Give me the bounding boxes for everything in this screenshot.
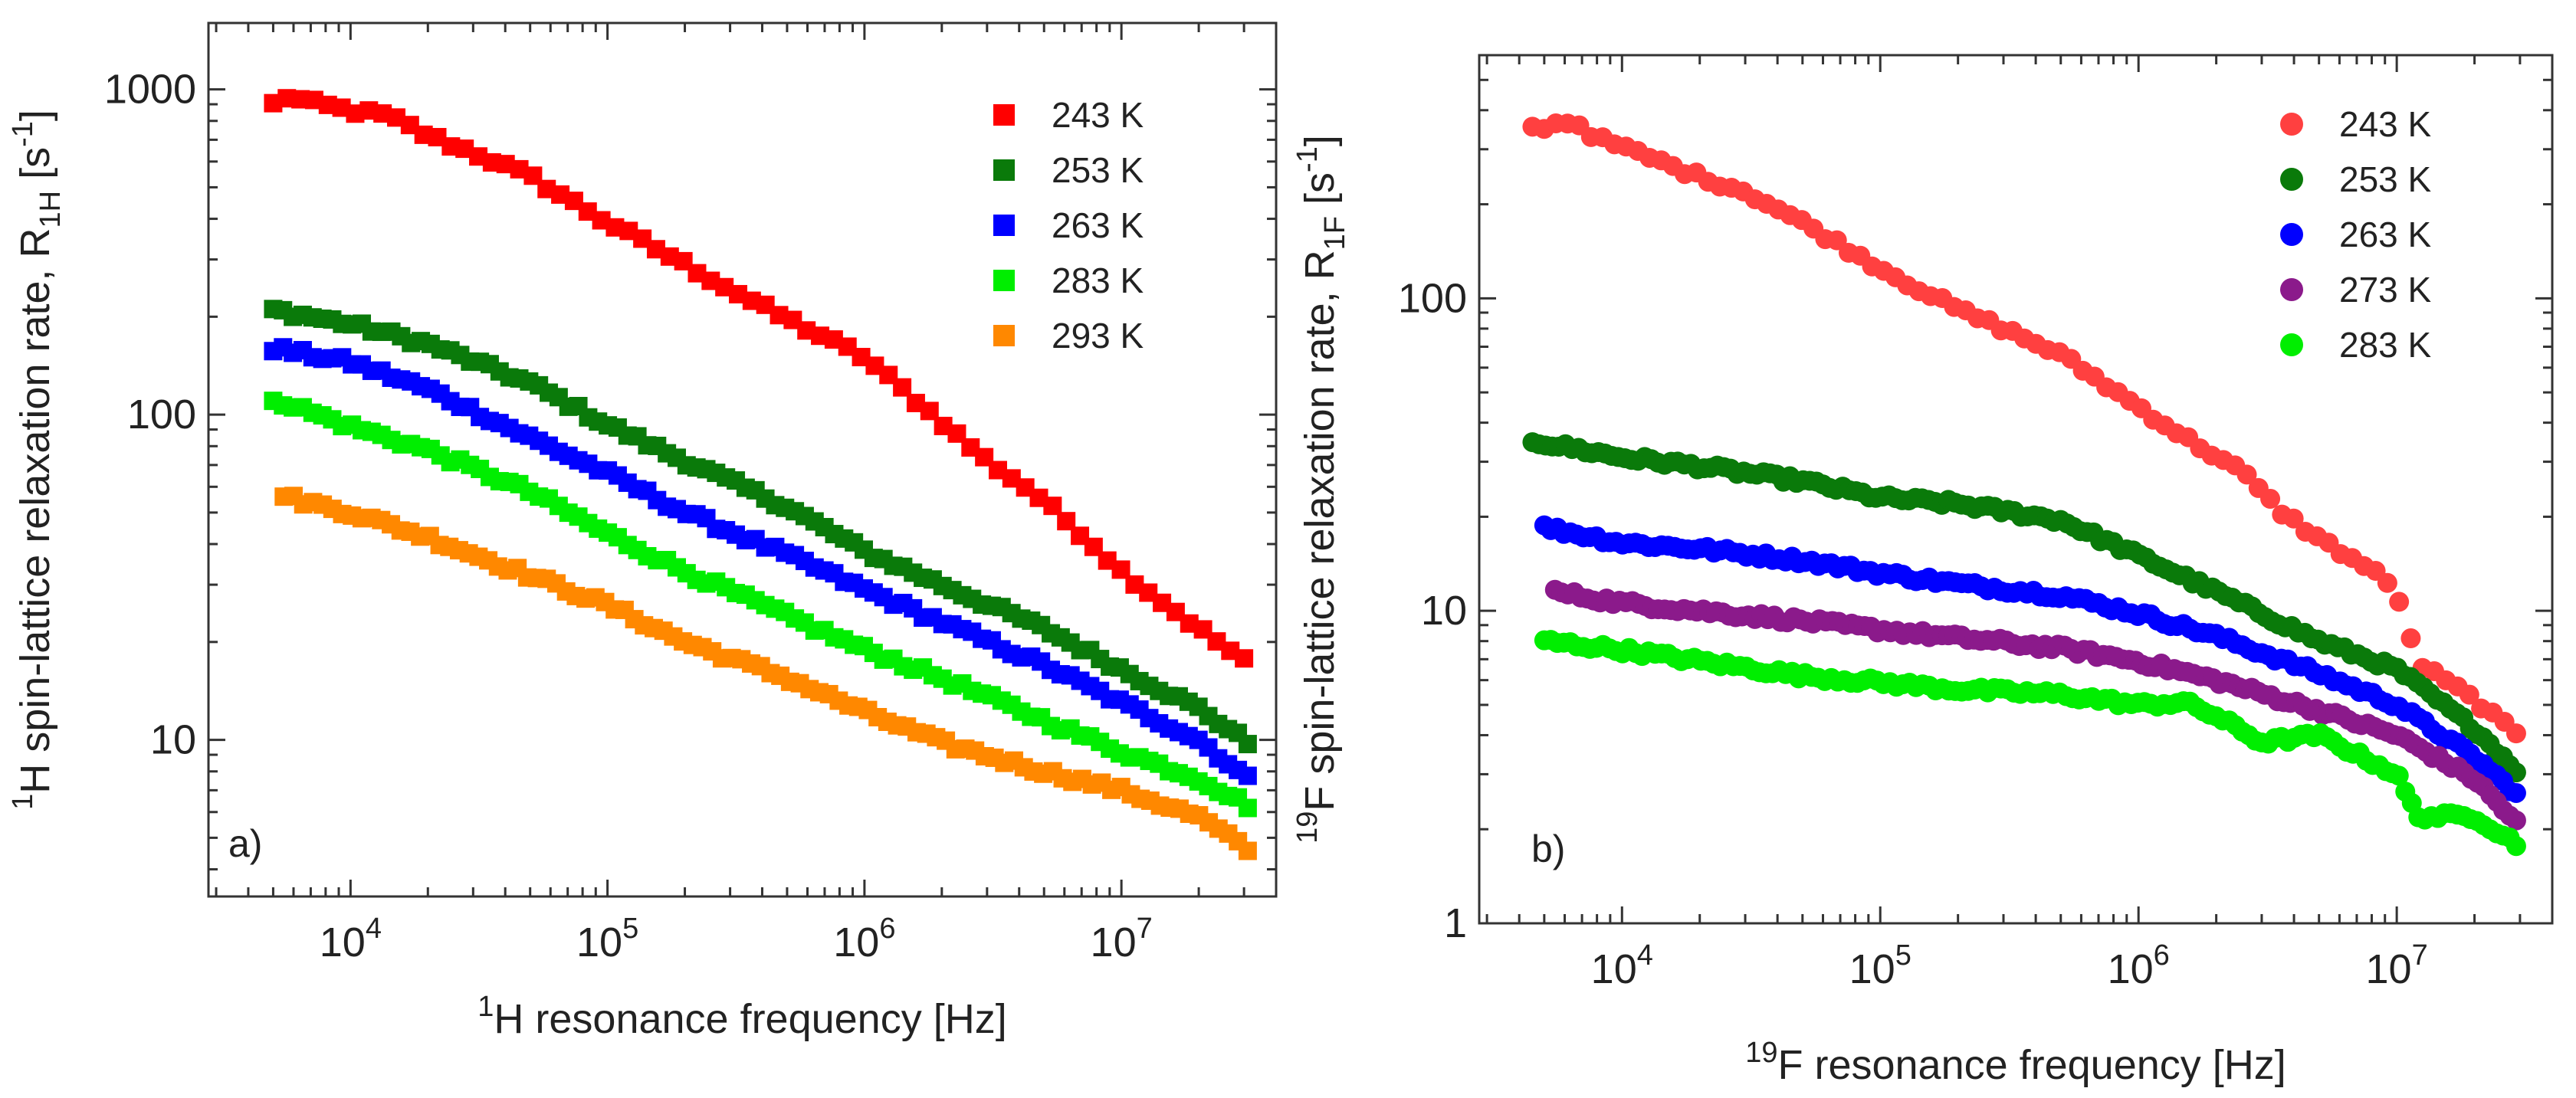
- series-293-K: [274, 487, 1257, 860]
- x-axis-title: 1H resonance frequency [Hz]: [477, 991, 1006, 1042]
- data-point: [2389, 592, 2410, 612]
- legend-label: 283 K: [2339, 325, 2432, 365]
- x-tick-label: 105: [1849, 939, 1911, 992]
- x-tick-label: 107: [2366, 939, 2428, 992]
- legend-marker: [993, 104, 1015, 126]
- data-point: [1238, 735, 1257, 754]
- legend-marker: [993, 270, 1015, 291]
- legend-marker: [993, 159, 1015, 181]
- panel-a: 104 105 106 107 10 100 1000 1H resonance freque…: [7, 21, 1278, 1042]
- series-273-K: [1544, 579, 2526, 831]
- legend-label: 263 K: [2339, 215, 2432, 254]
- series-243-K: [264, 89, 1254, 668]
- series-263-K: [1534, 515, 2526, 803]
- legend-label: 273 K: [2339, 270, 2432, 310]
- y-axis-title: 1H spin-lattice relaxation rate, R1H [s-…: [7, 110, 67, 810]
- x-tick-label: 104: [1591, 939, 1653, 992]
- x-tick-label: 106: [2108, 939, 2170, 992]
- data-point: [2459, 684, 2479, 705]
- y-tick-label: 100: [127, 392, 196, 438]
- x-tick-label: 107: [1091, 913, 1153, 965]
- legend-marker: [993, 215, 1015, 236]
- panel-label: b): [1531, 828, 1565, 870]
- series-243-K: [1522, 113, 2526, 744]
- data-point: [1826, 230, 1847, 251]
- data-point: [2505, 810, 2526, 831]
- data-point: [2505, 836, 2526, 857]
- legend-marker: [993, 325, 1015, 346]
- data-point: [2388, 765, 2409, 786]
- legend-label: 253 K: [1052, 150, 1144, 190]
- y-tick-label: 1: [1444, 900, 1467, 946]
- data-point: [2236, 464, 2257, 485]
- legend: 243 K 253 K 263 K 283 K 293 K: [993, 95, 1144, 356]
- legend-marker: [2280, 113, 2303, 136]
- series-283-K: [264, 392, 1257, 818]
- y-axis-title: 19F spin-lattice relaxation rate, R1F [s…: [1291, 135, 1351, 844]
- legend-marker: [2280, 223, 2303, 246]
- data-point: [1238, 841, 1257, 860]
- data-point: [1238, 766, 1257, 785]
- data-point: [1238, 798, 1257, 818]
- legend-label: 293 K: [1052, 316, 1144, 356]
- data-point: [2505, 782, 2526, 803]
- legend-label: 243 K: [2339, 104, 2432, 144]
- x-tick-label: 105: [576, 913, 638, 965]
- series-253-K: [1522, 432, 2526, 783]
- legend-label: 283 K: [1052, 261, 1144, 300]
- legend-marker: [2280, 278, 2303, 301]
- series-253-K: [264, 300, 1257, 754]
- x-axis-title: 19F resonance frequency [Hz]: [1745, 1037, 2286, 1088]
- data-point: [2400, 628, 2421, 649]
- y-tick-label: 10: [150, 717, 196, 763]
- x-tick-label: 106: [833, 913, 895, 965]
- data-point: [1235, 649, 1254, 668]
- y-tick-label: 1000: [104, 67, 196, 113]
- y-tick-label: 10: [1421, 588, 1467, 634]
- legend-label: 253 K: [2339, 159, 2432, 199]
- series-283-K: [1534, 630, 2526, 857]
- data-point: [2260, 488, 2281, 509]
- legend-marker: [2280, 333, 2303, 356]
- data-point: [893, 378, 912, 397]
- legend: 243 K 253 K 263 K 273 K 283 K: [2280, 104, 2432, 365]
- panel-b: 104 105 106 107 1 10 100 19F resonance frequenc…: [1291, 54, 2554, 1088]
- data-point: [2377, 572, 2397, 593]
- legend-marker: [2280, 168, 2303, 191]
- data-markers: [264, 89, 1257, 860]
- legend-label: 243 K: [1052, 95, 1144, 135]
- data-point: [2505, 723, 2526, 744]
- x-tick-label: 104: [320, 913, 382, 965]
- series-263-K: [264, 338, 1257, 785]
- plot-frame: [1478, 54, 2554, 925]
- panel-label: a): [228, 822, 262, 865]
- data-point: [2283, 508, 2304, 529]
- y-tick-label: 100: [1398, 275, 1467, 321]
- data-markers: [1522, 113, 2526, 857]
- legend-label: 263 K: [1052, 205, 1144, 245]
- plot-frame: [207, 21, 1278, 898]
